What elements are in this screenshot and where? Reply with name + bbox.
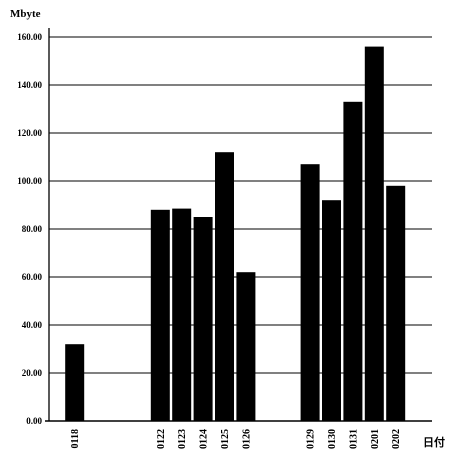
bar [172, 208, 192, 421]
y-tick-label: 0.00 [26, 416, 42, 426]
y-tick-label: 80.00 [22, 224, 43, 234]
axes [45, 28, 432, 422]
x-tick-labels: 0118 0122 0123 0124 0125 0126 0129 0130 0131 0201… [70, 429, 402, 449]
y-tick-label: 100.00 [17, 176, 42, 186]
x-tick-label: 0131 [348, 429, 359, 449]
x-tick-label: 0202 [391, 429, 402, 449]
bar [364, 46, 384, 421]
x-tick-label: 0122 [156, 429, 167, 449]
y-axis-label: Mbyte [10, 8, 41, 20]
x-tick-label: 0126 [241, 429, 252, 449]
x-tick-label: 0129 [306, 429, 317, 449]
y-tick-label: 140.00 [17, 80, 42, 90]
y-tick-label: 20.00 [22, 368, 43, 378]
bar-series [65, 46, 406, 422]
x-tick-label: 0125 [220, 429, 231, 449]
x-tick-label: 0201 [370, 429, 381, 449]
x-axis-label: 日付 [423, 435, 445, 449]
bar [65, 344, 85, 421]
bar [193, 217, 213, 421]
y-tick-label: 40.00 [22, 320, 43, 330]
bar [236, 272, 256, 421]
bar [386, 185, 406, 421]
bar [343, 101, 363, 422]
x-tick-label: 0118 [70, 429, 81, 448]
y-tick-labels: 0.00 20.00 40.00 60.00 80.00 100.00 120.00 140.… [17, 32, 42, 426]
bar [215, 152, 234, 421]
bar [300, 164, 320, 421]
y-tick-label: 60.00 [22, 272, 43, 282]
y-tick-label: 120.00 [17, 128, 42, 138]
bar [150, 209, 170, 421]
bar [322, 200, 341, 421]
x-tick-label: 0124 [199, 429, 210, 449]
x-tick-label: 0123 [177, 429, 188, 449]
x-tick-label: 0130 [327, 429, 338, 449]
y-tick-label: 160.00 [17, 32, 42, 42]
